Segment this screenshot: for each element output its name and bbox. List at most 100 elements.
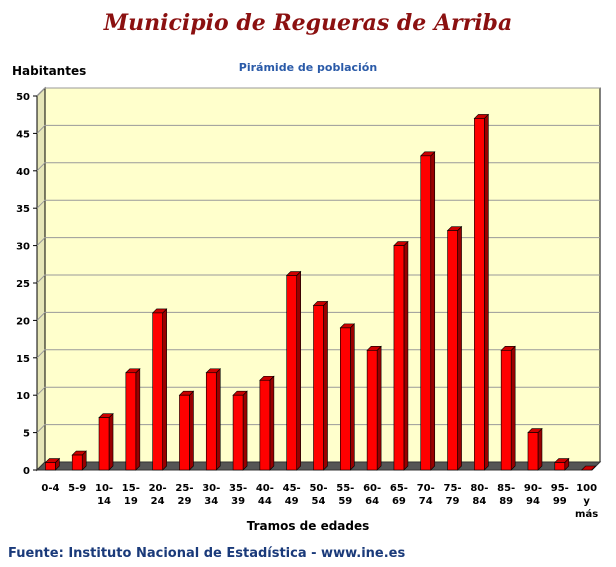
chart-subtitle: Pirámide de población	[238, 61, 378, 74]
gridline	[36, 274, 600, 284]
bar	[205, 368, 221, 471]
bar-front	[527, 432, 539, 471]
bar-side	[108, 412, 114, 471]
bar-side	[537, 427, 543, 471]
bar-side	[242, 390, 248, 471]
bar-side	[215, 368, 221, 471]
bar-front	[232, 394, 244, 471]
y-axis-ticks: 0 5 10 15 20 25 30 35 40 45 50	[16, 92, 37, 477]
bar-side	[430, 151, 436, 471]
bar	[527, 427, 543, 471]
bar	[44, 457, 61, 471]
bar-side	[510, 345, 516, 471]
gridline	[36, 311, 600, 321]
bar-side	[403, 240, 409, 471]
bar-front	[340, 327, 351, 471]
bar-front	[313, 305, 324, 471]
bar	[554, 457, 570, 471]
x-axis-label: Tramos de edades	[246, 519, 370, 533]
y-tick-label: 25	[16, 279, 30, 290]
bar	[366, 345, 382, 471]
x-tick-label: 30-34	[202, 483, 220, 507]
gridline	[36, 199, 600, 209]
y-tick-label: 10	[16, 391, 30, 402]
y-axis-label: Habitantes	[12, 64, 87, 78]
gridline	[36, 162, 600, 172]
chart-title: Municipio de Regueras de Arriba	[103, 10, 513, 36]
x-tick-label: 20-24	[149, 483, 167, 507]
x-tick-label: 45-49	[283, 483, 301, 507]
y-tick-label: 45	[16, 129, 30, 140]
bar-front	[125, 372, 137, 471]
bar-front	[500, 350, 512, 471]
x-tick-label: 35-39	[229, 483, 247, 507]
bar	[71, 450, 87, 471]
bar-front	[179, 394, 190, 471]
y-tick-label: 5	[23, 429, 30, 440]
bar-side	[269, 375, 275, 471]
bar-front	[71, 454, 83, 471]
x-tick-label: 50-54	[309, 483, 327, 507]
x-tick-label: 70-74	[417, 483, 435, 507]
x-tick-label: 0-4	[41, 483, 59, 494]
bar-side	[135, 368, 141, 471]
y-tick-label: 35	[16, 204, 30, 215]
bar	[580, 465, 597, 471]
gridline	[36, 386, 600, 396]
bar-front	[152, 312, 163, 471]
bar	[473, 113, 490, 471]
bar	[259, 375, 275, 471]
bar-side	[323, 300, 328, 471]
bar-front	[447, 230, 458, 471]
bar	[312, 300, 329, 471]
bar-front	[554, 462, 566, 471]
y-tick-label: 40	[16, 167, 30, 178]
y-tick-label: 50	[16, 92, 30, 103]
bar-front	[286, 275, 297, 471]
x-tick-label: 85-89	[497, 483, 515, 507]
bar-front	[366, 350, 378, 471]
bar-front	[420, 155, 432, 471]
bar-front	[98, 417, 110, 471]
y-tick-label: 0	[23, 466, 30, 477]
bar-side	[376, 345, 382, 471]
bar-side	[457, 225, 462, 471]
bar-front	[474, 118, 485, 471]
bar	[393, 240, 409, 471]
bar-top	[580, 465, 597, 471]
bar	[151, 308, 168, 471]
x-tick-label: 60-64	[363, 483, 381, 507]
bar-side	[350, 323, 355, 471]
gridline	[36, 87, 600, 97]
x-tick-label: 100 y más	[575, 483, 598, 520]
y-tick-label: 20	[16, 316, 30, 327]
bar	[178, 390, 195, 471]
bar-side	[296, 270, 301, 471]
bar	[285, 270, 302, 471]
bar	[232, 390, 248, 471]
x-tick-label: 75-79	[444, 483, 462, 507]
x-tick-label: 25-29	[175, 483, 193, 507]
bar-front	[259, 379, 271, 471]
bar-front	[205, 372, 217, 471]
bar	[420, 151, 436, 471]
bar	[339, 323, 356, 471]
x-tick-label: 15-19	[122, 483, 140, 507]
x-tick-label: 90-94	[524, 483, 542, 507]
bar	[500, 345, 516, 471]
x-tick-label: 10-14	[95, 483, 113, 507]
x-tick-label: 80-84	[470, 483, 488, 507]
bar-front	[45, 462, 56, 471]
bar-side	[189, 390, 194, 471]
bar-side	[484, 113, 489, 471]
x-tick-label: 40-44	[256, 483, 274, 507]
y-tick-label: 15	[16, 354, 30, 365]
bars	[44, 113, 597, 471]
x-tick-label: 55-59	[336, 483, 354, 507]
gridline	[36, 349, 600, 359]
gridline	[36, 237, 600, 246]
bar	[98, 412, 114, 471]
x-tick-label: 95-99	[551, 483, 569, 507]
source-footer: Fuente: Instituto Nacional de Estadístic…	[8, 546, 406, 561]
